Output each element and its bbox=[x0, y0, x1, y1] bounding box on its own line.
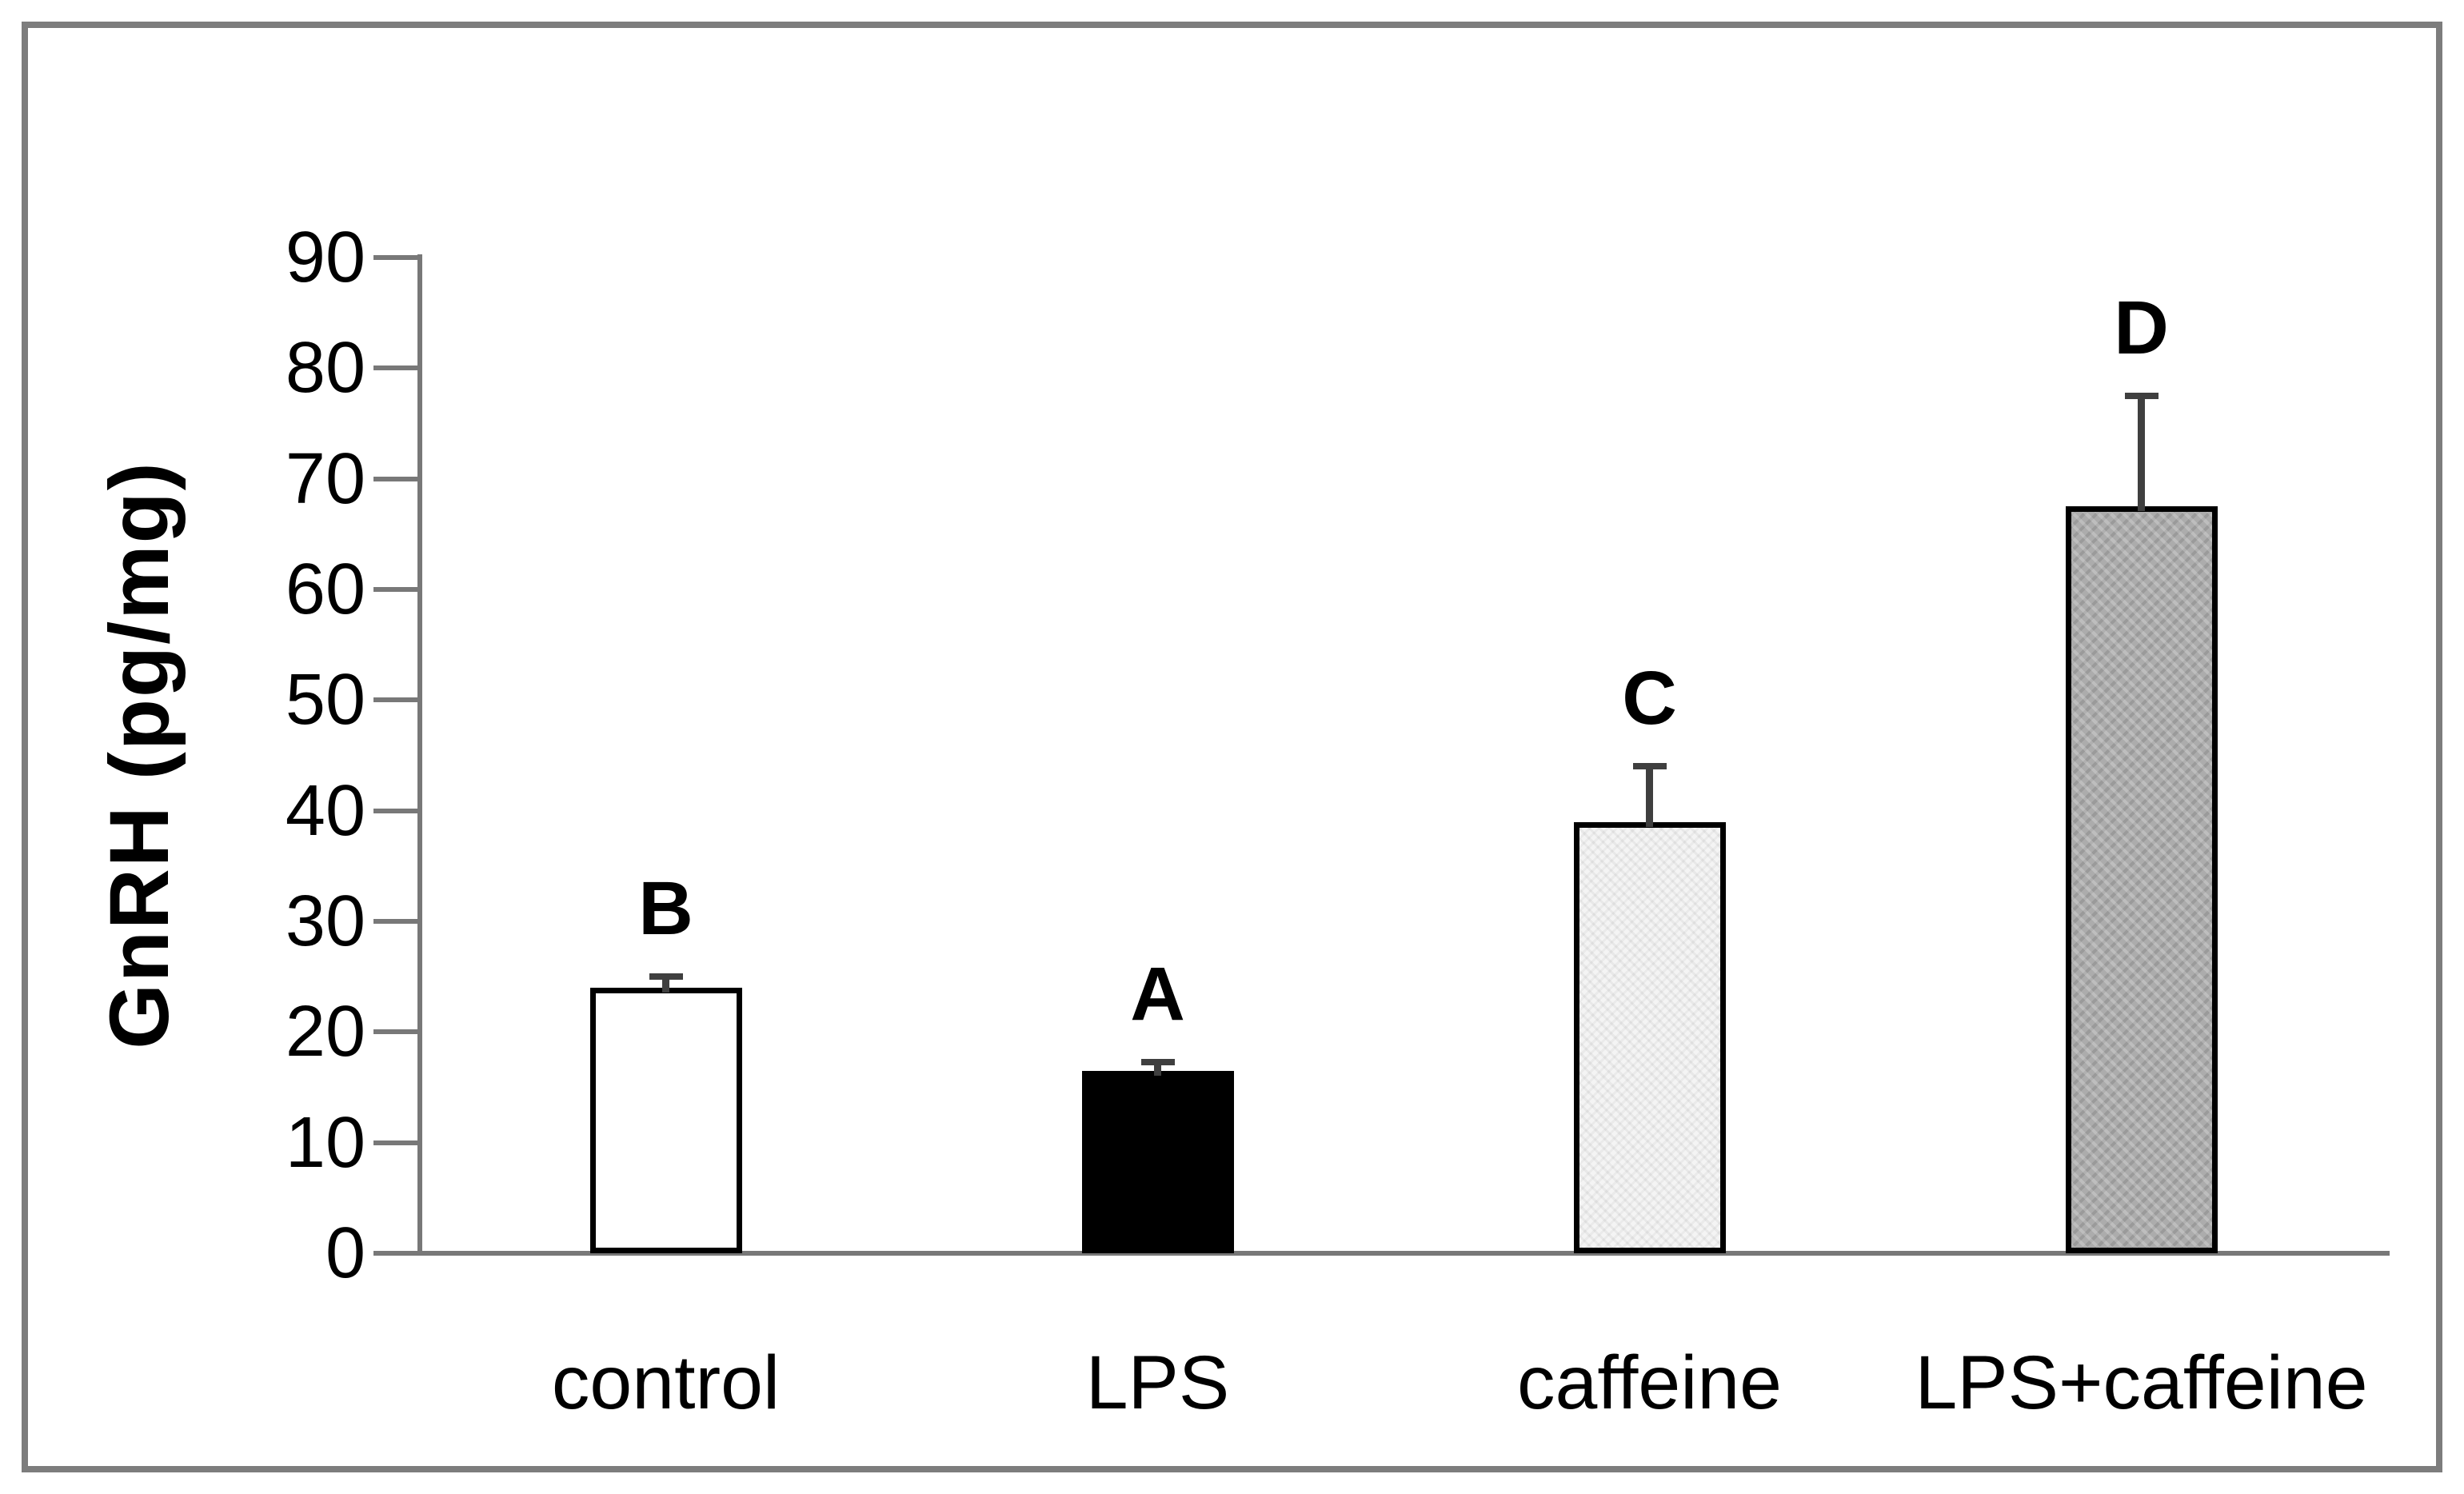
x-axis-label: control bbox=[551, 1340, 781, 1425]
error-bar-cap bbox=[1632, 763, 1667, 770]
y-tick-label: 0 bbox=[325, 1213, 365, 1293]
x-axis-line bbox=[417, 1251, 2390, 1256]
error-bar-cap bbox=[2124, 392, 2158, 399]
error-bar bbox=[1154, 1061, 1161, 1076]
significance-letter: C bbox=[1622, 656, 1677, 741]
y-tick bbox=[373, 587, 417, 592]
error-bar-cap bbox=[649, 973, 683, 981]
x-axis-label: LPS bbox=[1085, 1340, 1230, 1425]
significance-letter: B bbox=[638, 866, 693, 952]
y-tick-label: 80 bbox=[285, 328, 365, 409]
x-axis-label: LPS+caffeine bbox=[1915, 1340, 2368, 1425]
y-tick bbox=[373, 476, 417, 481]
significance-letter: D bbox=[2114, 285, 2169, 370]
y-tick-label: 60 bbox=[285, 549, 365, 629]
y-tick-label: 70 bbox=[285, 438, 365, 519]
y-tick-label: 40 bbox=[285, 770, 365, 851]
error-bar bbox=[662, 977, 669, 993]
y-tick bbox=[373, 808, 417, 813]
y-tick-label: 90 bbox=[285, 218, 365, 298]
y-tick bbox=[373, 255, 417, 260]
y-tick bbox=[373, 1029, 417, 1035]
y-tick-label: 30 bbox=[285, 881, 365, 961]
x-axis-label: caffeine bbox=[1516, 1340, 1782, 1425]
error-bar bbox=[2138, 395, 2145, 512]
y-tick bbox=[373, 919, 417, 924]
y-tick bbox=[373, 1251, 417, 1256]
y-tick-label: 50 bbox=[285, 660, 365, 741]
bar-LPS bbox=[1081, 1070, 1234, 1253]
y-tick-label: 20 bbox=[285, 992, 365, 1073]
significance-letter: A bbox=[1130, 951, 1185, 1037]
y-tick bbox=[373, 366, 417, 371]
bar-LPS+caffeine bbox=[2065, 506, 2218, 1253]
error-bar-cap bbox=[1140, 1058, 1175, 1065]
y-tick bbox=[373, 1140, 417, 1145]
bar-caffeine bbox=[1573, 821, 1726, 1253]
bar-control bbox=[589, 988, 742, 1253]
y-tick-label: 10 bbox=[285, 1102, 365, 1183]
y-tick bbox=[373, 697, 417, 703]
error-bar bbox=[1646, 766, 1653, 827]
y-axis-line bbox=[417, 254, 422, 1256]
